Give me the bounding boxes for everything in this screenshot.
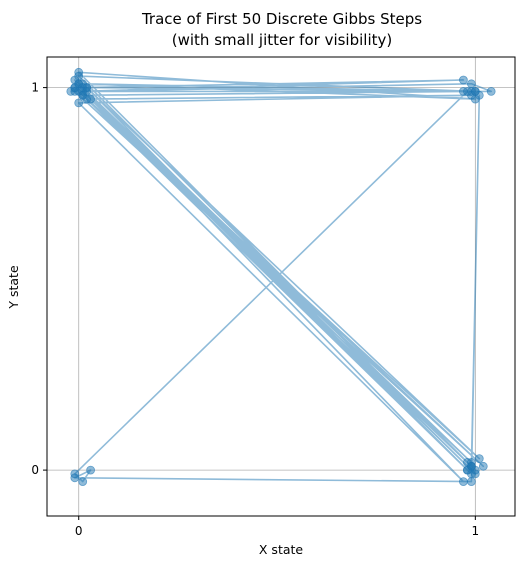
trace-point bbox=[78, 477, 88, 487]
y-tick-label: 1 bbox=[31, 81, 39, 95]
trace-point bbox=[66, 87, 76, 96]
trace-point bbox=[74, 67, 84, 77]
trace-path bbox=[70, 71, 493, 483]
trace-point bbox=[470, 469, 480, 479]
y-tick-label: 0 bbox=[31, 463, 39, 477]
trace-point bbox=[478, 461, 488, 471]
trace-point bbox=[82, 87, 92, 96]
axis-ticks: 0 1 0 1 bbox=[31, 81, 479, 538]
trace-line bbox=[70, 71, 493, 483]
trace-point bbox=[70, 473, 80, 483]
trace-point bbox=[70, 75, 80, 85]
chart-title-line1: Trace of First 50 Discrete Gibbs Steps bbox=[141, 10, 422, 28]
x-axis-label: X state bbox=[259, 542, 304, 557]
chart-title-line2: (with small jitter for visibility) bbox=[172, 31, 392, 49]
trace-point bbox=[474, 454, 484, 464]
x-tick-label: 0 bbox=[75, 524, 83, 538]
trace-point bbox=[458, 87, 468, 96]
y-axis-label: Y state bbox=[6, 265, 21, 310]
plot-frame bbox=[46, 56, 516, 517]
trace-point bbox=[86, 465, 95, 475]
trace-point bbox=[466, 477, 476, 487]
trace-points bbox=[66, 67, 496, 487]
trace-point bbox=[470, 87, 480, 96]
trace-point bbox=[470, 94, 480, 104]
trace-point bbox=[86, 94, 95, 104]
trace-point bbox=[74, 98, 84, 108]
trace-point bbox=[458, 75, 468, 85]
trace-point bbox=[466, 461, 476, 471]
x-tick-label: 1 bbox=[472, 524, 480, 538]
trace-point bbox=[78, 79, 88, 89]
trace-point bbox=[486, 87, 496, 96]
trace-point bbox=[466, 79, 476, 89]
trace-point bbox=[458, 477, 468, 487]
